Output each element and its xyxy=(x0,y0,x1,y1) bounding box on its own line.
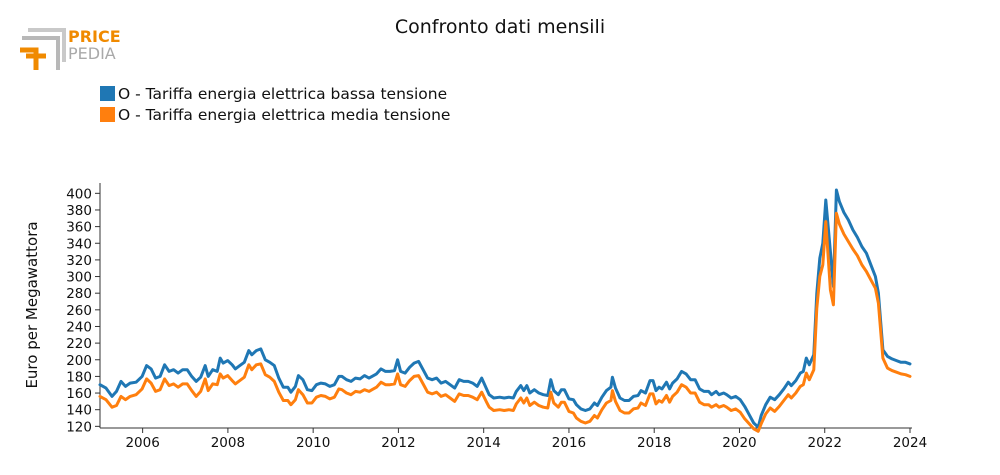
y-tick-label: 400 xyxy=(66,186,92,202)
x-tick-label: 2020 xyxy=(722,435,756,451)
y-tick-label: 120 xyxy=(66,419,92,435)
y-tick-label: 180 xyxy=(66,369,92,385)
x-tick-label: 2018 xyxy=(637,435,671,451)
series-layer xyxy=(98,188,912,433)
series-line-media-tensione xyxy=(98,211,912,433)
legend: O - Tariffa energia elettrica bassa tens… xyxy=(100,83,450,125)
y-tick-label: 300 xyxy=(66,270,92,286)
x-tick-label: 2014 xyxy=(467,435,501,451)
y-tick-label: 340 xyxy=(66,236,92,252)
pricepedia-logo: PRICE PEDIA xyxy=(20,27,121,70)
legend-item-media[interactable]: O - Tariffa energia elettrica media tens… xyxy=(100,104,450,125)
legend-label-bassa: O - Tariffa energia elettrica bassa tens… xyxy=(118,84,448,103)
legend-item-bassa[interactable]: O - Tariffa energia elettrica bassa tens… xyxy=(100,83,450,104)
legend-swatch-bassa xyxy=(100,86,115,101)
y-tick-label: 360 xyxy=(66,220,92,236)
y-tick-label: 200 xyxy=(66,353,92,369)
x-tick-label: 2016 xyxy=(552,435,586,451)
series-line-bassa-tensione xyxy=(98,188,912,429)
x-axis: 2006 2008 2010 2012 2014 2016 2018 2020 2022 2024 xyxy=(100,427,927,451)
x-tick-label: 2006 xyxy=(125,435,159,451)
y-tick-label: 260 xyxy=(66,303,92,319)
y-tick-label: 320 xyxy=(66,253,92,269)
y-tick-label: 240 xyxy=(66,319,92,335)
y-tick-label: 140 xyxy=(66,403,92,419)
logo-mark-icon xyxy=(20,28,66,70)
x-tick-label: 2022 xyxy=(808,435,842,451)
x-tick-label: 2024 xyxy=(893,435,927,451)
y-axis-label: Euro per Megawattora xyxy=(23,221,41,388)
y-axis: 1201401601802002202402602803003203403603… xyxy=(66,183,101,435)
chart-title: Confronto dati mensili xyxy=(394,16,606,38)
x-tick-label: 2008 xyxy=(211,435,245,451)
y-tick-label: 220 xyxy=(66,336,92,352)
y-tick-label: 160 xyxy=(66,386,92,402)
legend-swatch-media xyxy=(100,107,115,122)
logo-word-price: PRICE xyxy=(68,27,121,46)
x-tick-label: 2012 xyxy=(381,435,415,451)
y-tick-label: 380 xyxy=(66,203,92,219)
legend-label-media: O - Tariffa energia elettrica media tens… xyxy=(118,105,451,124)
logo-word-pedia: PEDIA xyxy=(68,44,116,63)
y-tick-label: 280 xyxy=(66,286,92,302)
x-tick-label: 2010 xyxy=(296,435,330,451)
